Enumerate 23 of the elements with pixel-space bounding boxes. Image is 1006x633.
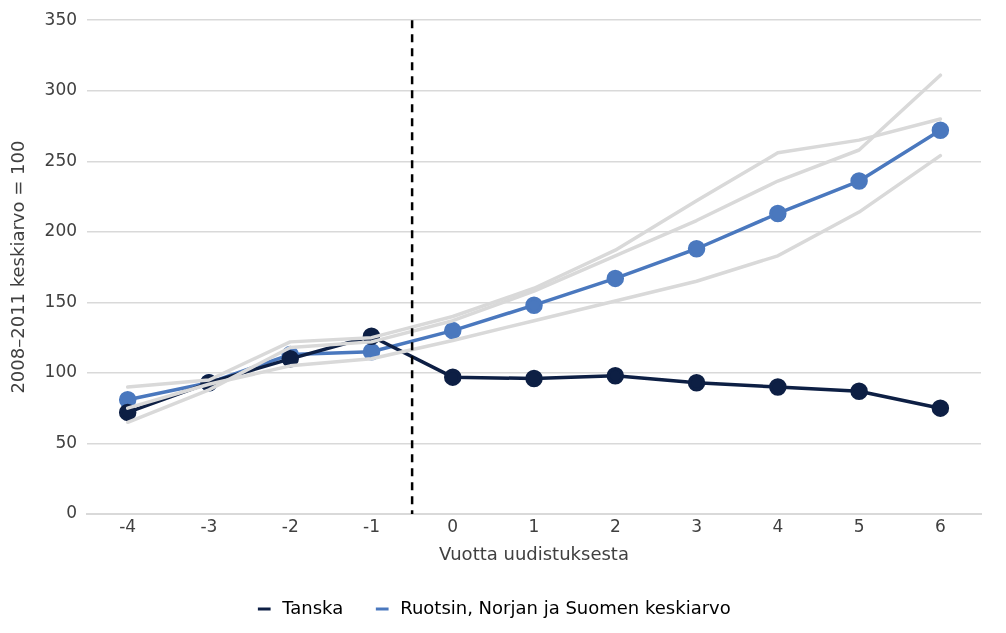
x-tick-label: 4	[772, 515, 784, 536]
x-tick-label: 0	[447, 515, 459, 536]
legend-label: Tanska	[281, 596, 344, 618]
y-tick-label: 100	[44, 361, 78, 382]
y-tick-label: 50	[55, 431, 78, 452]
y-tick-label: 350	[44, 8, 78, 29]
y-tick-label: 250	[44, 149, 78, 170]
x-tick-label: 1	[528, 515, 540, 536]
x-tick-label: -4	[119, 515, 137, 536]
x-tick-label: -3	[200, 515, 218, 536]
x-tick-label: 6	[934, 515, 946, 536]
y-tick-label: 0	[66, 502, 78, 523]
y-axis-title: 2008–2011 keskiarvo = 100	[7, 140, 29, 394]
x-tick-label: 2	[609, 515, 621, 536]
x-axis-title: Vuotta uudistuksesta	[439, 542, 629, 564]
y-tick-label: 150	[44, 290, 78, 311]
y-tick-label: 300	[44, 79, 78, 100]
x-tick-label: 3	[691, 515, 702, 536]
legend-label: Ruotsin, Norjan ja Suomen keskiarvo	[400, 596, 731, 618]
x-tick-label: -1	[363, 515, 380, 536]
x-tick-label: -2	[281, 515, 299, 536]
y-tick-label: 200	[44, 220, 78, 241]
x-tick-label: 5	[853, 515, 865, 536]
